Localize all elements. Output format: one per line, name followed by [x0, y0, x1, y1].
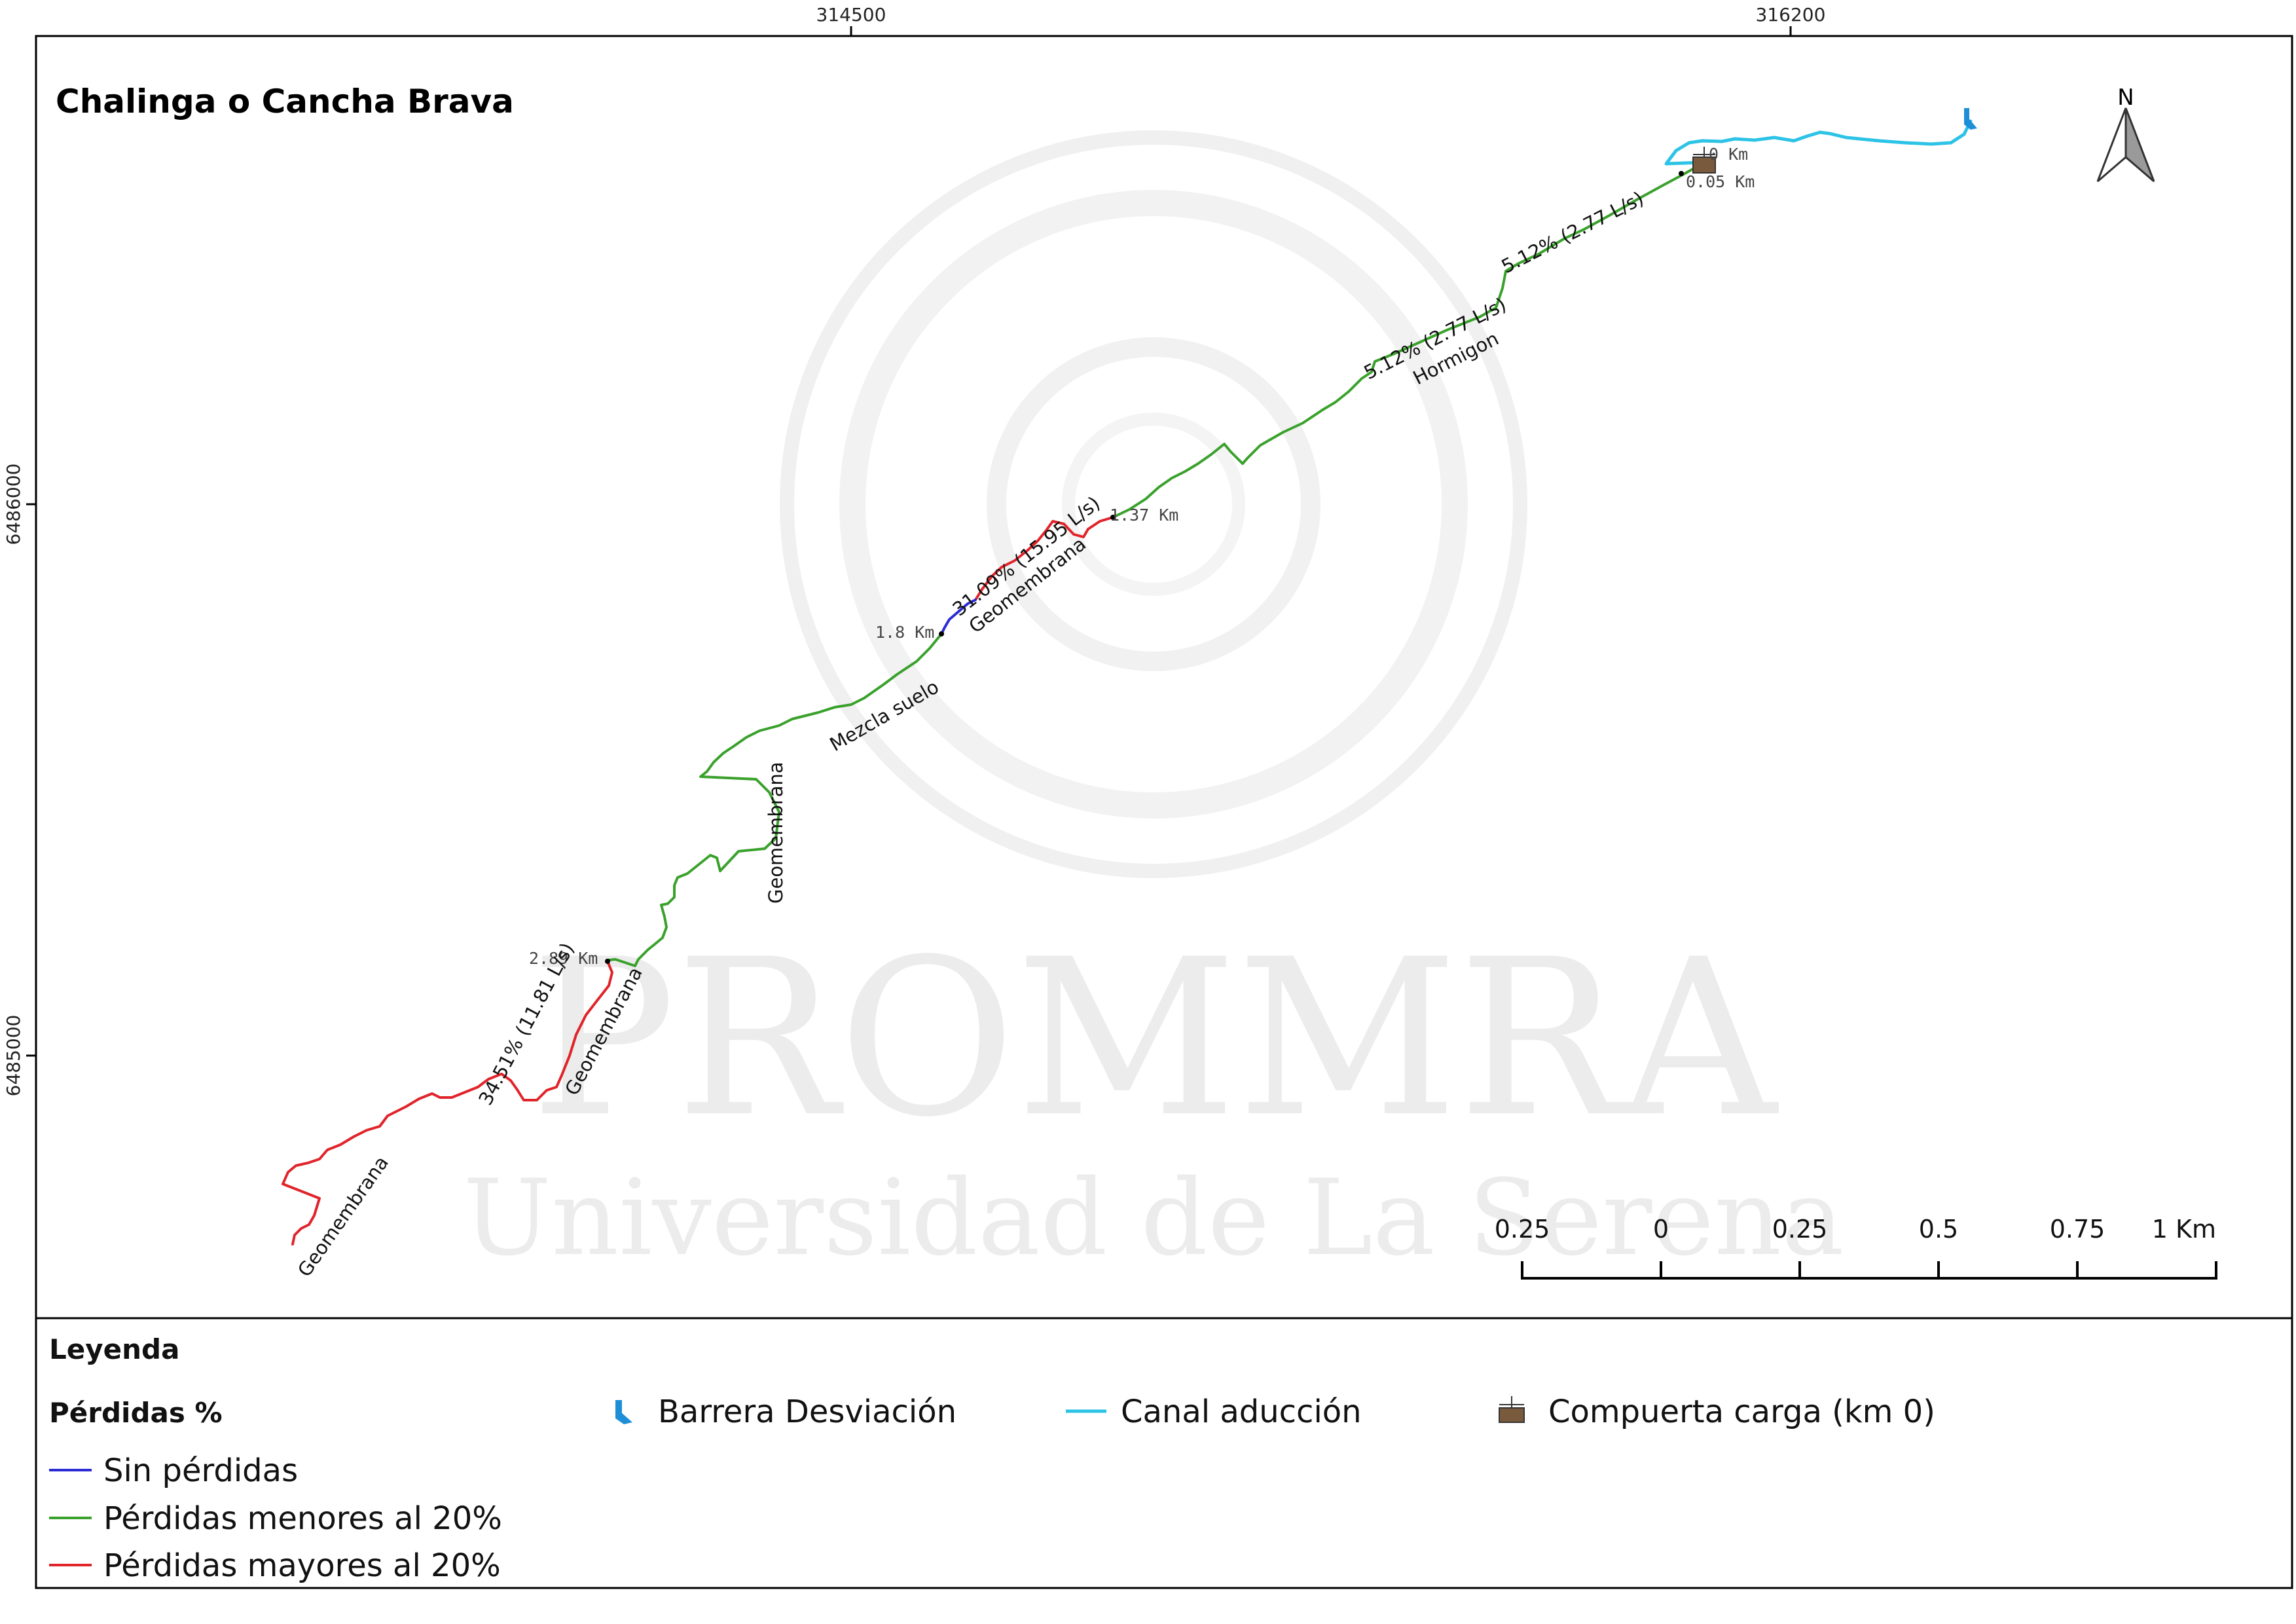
minor-loss-segment: [1112, 162, 1704, 519]
legend-title: Leyenda: [49, 1333, 179, 1365]
watermark-prommra: PROMMRA: [530, 913, 1779, 1164]
major-loss-segment: [282, 960, 613, 1246]
km-label-005: 0.05 Km: [1686, 172, 1755, 191]
legend: Leyenda Pérdidas % Sin pérdidas Pérdidas…: [49, 1333, 1935, 1584]
watermark: PROMMRA Universidad de La Serena: [463, 130, 1844, 1279]
canal-aduccion-line: [1664, 119, 1973, 166]
coord-top-2: 316200: [1756, 4, 1826, 26]
major-loss-segment: [974, 516, 1114, 601]
km-dot-1: [1110, 515, 1116, 520]
km-label-137: 1.37 Km: [1110, 506, 1178, 525]
coord-left-2: 6485000: [3, 1015, 24, 1097]
coord-top-1: 314500: [816, 4, 886, 26]
scale-label-3: 0.25: [1772, 1215, 1828, 1244]
legend-item-barrier: Barrera Desviación: [658, 1393, 957, 1430]
km-label-289: 2.89 Km: [529, 949, 598, 968]
legend-gate-icon: [1499, 1396, 1525, 1423]
legend-barrier-icon: [615, 1400, 632, 1424]
legend-item-gate: Compuerta carga (km 0): [1548, 1393, 1935, 1430]
gate-icon: [1692, 147, 1716, 174]
north-arrow-icon: N: [2096, 84, 2155, 183]
scale-label-1: 0.25: [1495, 1215, 1550, 1244]
km-markers: [605, 171, 1684, 964]
km-dot-3: [605, 959, 610, 964]
watermark-university: Universidad de La Serena: [463, 1156, 1844, 1279]
material-label-geomembrana-2: Geomembrana: [765, 762, 787, 904]
km-dot-0: [1679, 171, 1684, 176]
km-label-0: 0 Km: [1709, 145, 1748, 164]
km-labels: 0 Km 0.05 Km 1.37 Km 1.8 Km 2.89 Km: [529, 145, 1755, 968]
scale-label-5: 0.75: [2050, 1215, 2105, 1244]
map-title: Chalinga o Cancha Brava: [56, 83, 514, 120]
legend-item-canal: Canal aducción: [1121, 1393, 1362, 1430]
scale-bar: 0.25 0 0.25 0.5 0.75 1 Km: [1495, 1215, 2217, 1280]
km-dot-2: [939, 631, 944, 637]
scale-label-4: 0.5: [1919, 1215, 1958, 1244]
north-label: N: [2117, 84, 2134, 111]
canal-network: [282, 119, 1973, 1246]
legend-group-title: Pérdidas %: [49, 1397, 223, 1429]
no-loss-segment: [940, 599, 977, 635]
legend-item-minor-loss: Pérdidas menores al 20%: [103, 1500, 502, 1537]
scale-label-2: 0: [1653, 1215, 1669, 1244]
coordinate-grid-labels: 314500 316200 6486000 6485000: [3, 4, 1825, 1096]
legend-item-no-loss: Sin pérdidas: [103, 1452, 298, 1489]
material-label-geomembrana-4: Geomembrana: [293, 1152, 393, 1281]
km-label-18: 1.8 Km: [875, 623, 934, 642]
barrier-icon: [1964, 108, 1977, 130]
minor-loss-segment: [606, 633, 943, 967]
loss-label-1: 5.12% (2.77 L/s): [1498, 187, 1647, 278]
coord-left-1: 6486000: [3, 464, 24, 545]
scale-label-6: 1 Km: [2152, 1215, 2216, 1244]
map-border: [35, 35, 2293, 1589]
legend-item-major-loss: Pérdidas mayores al 20%: [103, 1547, 501, 1584]
